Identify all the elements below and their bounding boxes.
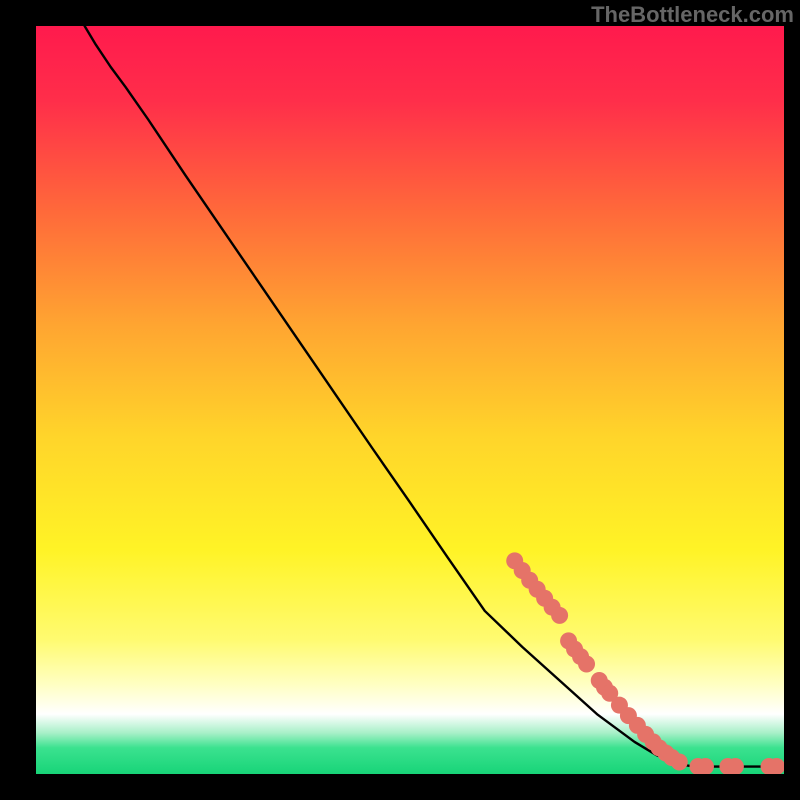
watermark-text: TheBottleneck.com xyxy=(591,2,794,28)
marker-point xyxy=(578,656,595,673)
gradient-background xyxy=(36,26,784,774)
marker-point xyxy=(551,607,568,624)
plot-svg xyxy=(36,26,784,774)
plot-area xyxy=(36,26,784,774)
marker-point xyxy=(671,754,688,771)
chart-viewport: TheBottleneck.com xyxy=(0,0,800,800)
